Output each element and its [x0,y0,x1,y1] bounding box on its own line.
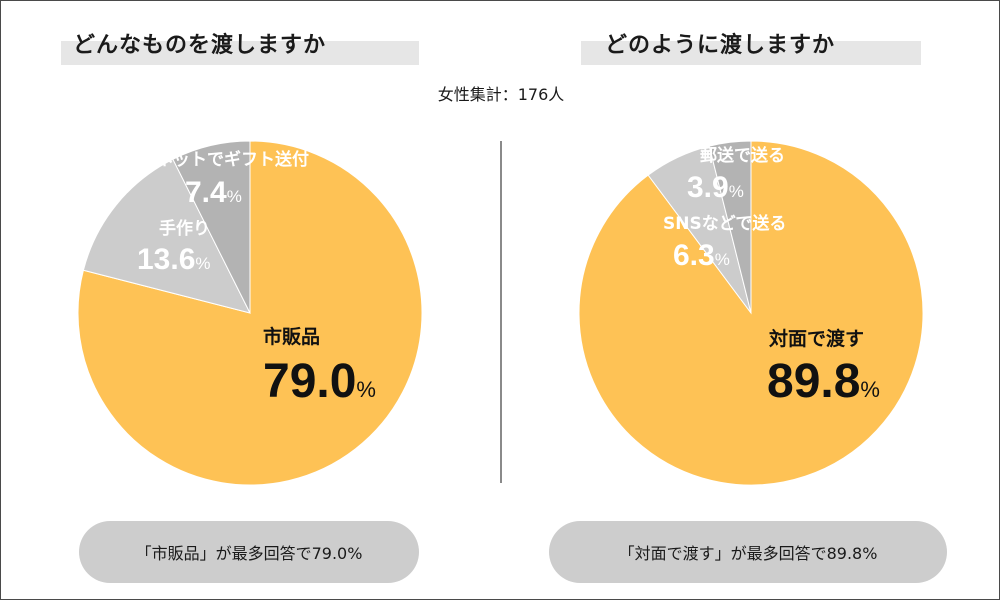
pie-slice-mail [708,140,752,314]
left-title-bar [61,41,419,65]
sample-size-label: 女性集計：176人 [437,85,565,104]
slice-percent-online-gift: % [227,187,242,206]
pie-slice-handmade [82,158,251,314]
slice-percent-sns: % [715,250,730,269]
slice-percent-in-person: % [860,377,880,402]
right-chart-title: どのように渡しますか [605,33,836,58]
slice-label-sns: SNSなどで送る [663,213,786,234]
slice-label-online-gift: ネットでギフト送付 [156,149,309,170]
slice-percent-mail: % [729,182,744,201]
left-chart-title: どんなものを渡しますか [73,33,327,58]
slice-label-mail: 郵送で送る [700,145,785,166]
center-divider [500,141,502,483]
slice-label-commercial: 市販品 [263,325,320,348]
right-summary-pill: 「対面で渡す」が最多回答で89.8% [549,521,947,583]
slice-label-in-person: 対面で渡す [768,327,864,350]
slice-percent-commercial: % [356,377,376,402]
slice-label-handmade: 手作り [159,218,210,239]
pie-slice-online-gift [172,140,251,314]
slice-percent-handmade: % [195,254,210,273]
right-title-bar [581,41,921,65]
left-summary-pill: 「市販品」が最多回答で79.0% [79,521,419,583]
